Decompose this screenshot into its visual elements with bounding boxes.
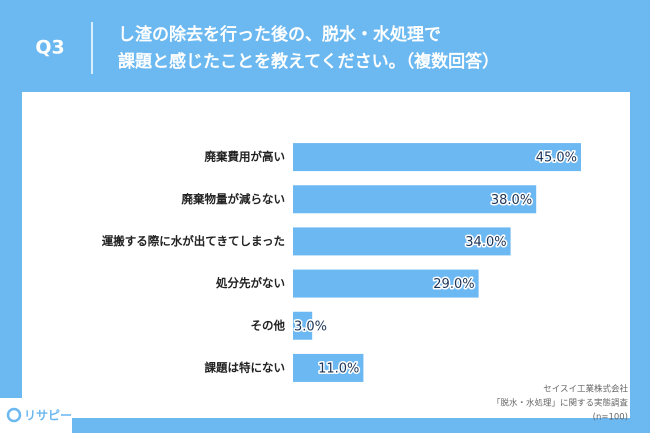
plot: 廃棄費用が高い 45.0% 廃棄物量が減らない 38.0% 運搬する際に水が出てきてしま…	[102, 143, 581, 382]
bar	[293, 311, 313, 340]
logo-icon	[6, 407, 22, 423]
bar	[293, 353, 364, 382]
value-label: 3.0%	[294, 319, 327, 334]
title-line: し渣の除去を行った後の、脱水・水処理で	[118, 24, 441, 45]
question-number: Q3	[35, 37, 64, 59]
source: セイスイ工業株式会社	[543, 384, 628, 395]
value-label: 11.0%	[318, 361, 359, 376]
value-label: 38.0%	[491, 193, 532, 208]
title-line: 課題と感じたことを教えてください。（複数回答）	[118, 51, 499, 72]
bar	[293, 227, 511, 256]
category-label: 廃棄物量が減らない	[182, 192, 286, 206]
value-label: 34.0%	[465, 235, 506, 250]
category-label: その他	[251, 318, 286, 332]
category-label: 課題は特にない	[205, 360, 286, 374]
category-label: 処分先がない	[215, 276, 285, 290]
logo-text: リサピー	[24, 409, 72, 423]
category-label: 廃棄費用が高い	[205, 150, 286, 164]
bar	[293, 269, 479, 298]
value-label: 29.0%	[433, 277, 474, 292]
bar	[293, 185, 537, 214]
logo-badge	[0, 398, 72, 433]
value-label: 45.0%	[536, 151, 577, 166]
source: (n=100)	[593, 413, 628, 423]
source: 「脱水・水処理」に関する実態調査	[492, 398, 629, 409]
category-label: 運搬する際に水が出てきてしまった	[102, 234, 285, 248]
bar	[293, 143, 581, 172]
